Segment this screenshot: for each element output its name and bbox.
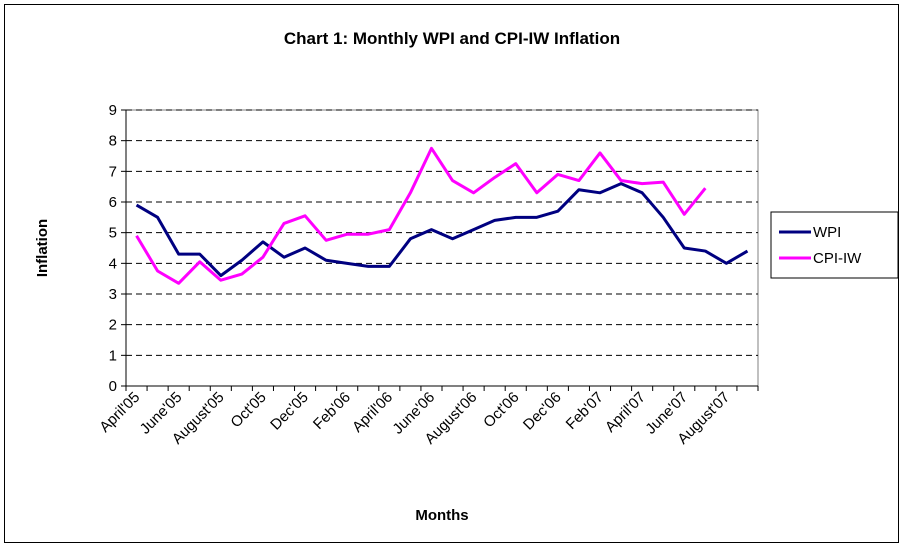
y-tick-label: 2 (109, 317, 117, 334)
y-axis-title: Inflation (34, 219, 51, 277)
series-line (135, 182, 749, 278)
y-tick-label: 1 (109, 347, 117, 364)
series-line (135, 146, 707, 285)
legend-label: CPI-IW (813, 250, 862, 267)
legend-label: WPI (813, 224, 841, 241)
y-tick-label: 3 (109, 286, 117, 303)
x-axis-title: Months (415, 507, 468, 524)
chart-title: Chart 1: Monthly WPI and CPI-IW Inflatio… (284, 29, 620, 48)
y-tick-label: 8 (109, 133, 117, 150)
y-tick-label: 0 (109, 378, 117, 395)
y-tick-label: 6 (109, 194, 117, 211)
legend-box (770, 211, 899, 279)
y-tick-label: 7 (109, 163, 117, 180)
y-tick-label: 9 (109, 102, 117, 119)
y-tick-label: 5 (109, 225, 117, 242)
y-tick-label: 4 (109, 255, 117, 272)
plot-area (125, 109, 759, 387)
